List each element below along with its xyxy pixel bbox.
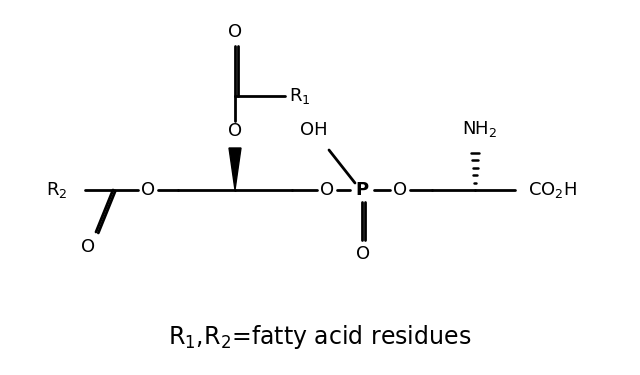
Text: R$_1$,R$_2$=fatty acid residues: R$_1$,R$_2$=fatty acid residues bbox=[168, 323, 472, 351]
Text: O: O bbox=[393, 181, 407, 199]
Text: R$_2$: R$_2$ bbox=[46, 180, 68, 200]
Text: O: O bbox=[228, 122, 242, 140]
Text: P: P bbox=[355, 181, 369, 199]
Text: O: O bbox=[356, 245, 371, 263]
Polygon shape bbox=[229, 148, 241, 190]
Text: NH$_2$: NH$_2$ bbox=[462, 119, 498, 139]
Text: CO$_2$H: CO$_2$H bbox=[529, 180, 577, 200]
Text: O: O bbox=[228, 23, 242, 41]
Text: OH: OH bbox=[300, 121, 328, 139]
Text: O: O bbox=[320, 181, 334, 199]
Text: O: O bbox=[141, 181, 155, 199]
Text: O: O bbox=[81, 238, 95, 256]
Text: R$_1$: R$_1$ bbox=[289, 86, 311, 106]
